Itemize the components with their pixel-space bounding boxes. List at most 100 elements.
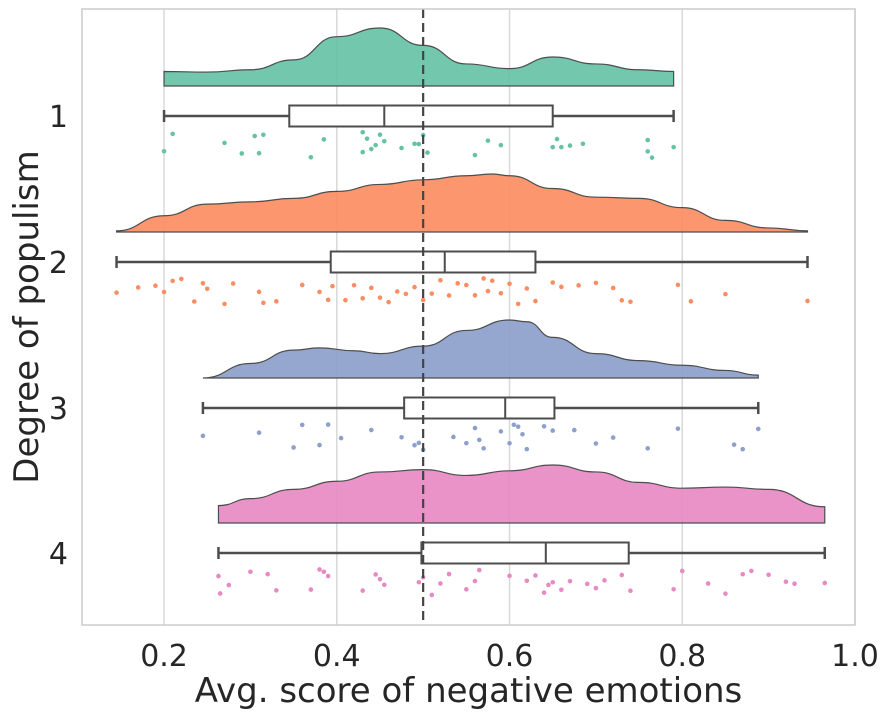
box-plots [115, 104, 827, 565]
y-axis-label: Degree of populism [7, 150, 47, 483]
density-cloud-4 [217, 464, 826, 524]
data-point [619, 298, 625, 303]
y-tick-label: 4 [49, 537, 68, 572]
data-point [472, 293, 478, 298]
data-point [200, 280, 206, 286]
data-point [593, 441, 599, 446]
data-point [429, 291, 435, 296]
data-point [619, 572, 625, 578]
data-point [498, 142, 504, 148]
data-point [330, 283, 335, 289]
data-point [520, 431, 525, 437]
data-point [550, 428, 556, 433]
data-point [649, 155, 655, 160]
data-point [559, 284, 564, 290]
data-point [170, 278, 175, 284]
plot-frame [81, 8, 856, 626]
data-point [230, 281, 236, 286]
box-iqr-1 [288, 104, 554, 128]
data-point [360, 588, 365, 593]
data-point [239, 151, 245, 156]
data-point [476, 567, 482, 573]
data-point [429, 592, 435, 598]
data-point [559, 587, 564, 593]
data-point [472, 578, 478, 584]
data-point [464, 282, 469, 288]
data-point [533, 573, 538, 578]
data-point [455, 281, 461, 286]
data-point [705, 581, 711, 586]
data-point [572, 427, 577, 433]
data-point [489, 278, 495, 284]
data-point [740, 446, 746, 452]
data-point [399, 145, 404, 151]
data-point [325, 422, 331, 427]
data-point [321, 569, 327, 575]
data-point [274, 588, 279, 593]
data-point [222, 301, 227, 307]
data-point [317, 567, 322, 572]
data-point [369, 146, 374, 152]
data-point [645, 137, 651, 143]
data-point [822, 580, 828, 586]
data-point [200, 433, 206, 439]
data-point [179, 276, 184, 282]
tick-labels: 0.2 0.4 0.6 0.8 1.0 1 2 3 4 [49, 100, 879, 674]
data-point [485, 138, 491, 143]
data-point [688, 299, 694, 304]
data-point [170, 131, 175, 137]
data-point [515, 301, 521, 307]
data-point [381, 138, 387, 144]
data-point [472, 152, 478, 158]
data-point [373, 572, 378, 577]
data-point [481, 276, 486, 281]
data-point [451, 434, 456, 440]
data-point [723, 591, 728, 596]
data-point [766, 572, 771, 578]
data-point [533, 298, 538, 304]
data-point [325, 573, 331, 579]
data-point [360, 296, 365, 301]
data-point [265, 571, 270, 577]
data-point [412, 284, 417, 290]
data-point [593, 585, 599, 591]
x-tick-label: 0.8 [658, 639, 706, 674]
data-point [679, 568, 685, 574]
data-point [204, 286, 210, 292]
density-cloud-3 [202, 319, 759, 379]
data-point [394, 289, 400, 294]
data-point [360, 149, 365, 155]
data-point [369, 427, 374, 433]
data-point [498, 429, 504, 434]
data-point [628, 588, 633, 594]
data-point [308, 587, 314, 592]
data-point [507, 573, 512, 579]
data-point [740, 571, 746, 577]
data-point [723, 291, 728, 297]
data-point [299, 422, 305, 428]
data-point [261, 132, 266, 138]
data-point [216, 573, 221, 579]
data-point [476, 437, 482, 443]
data-point [412, 141, 417, 147]
data-point [317, 442, 322, 448]
data-point [191, 299, 197, 304]
data-point [628, 299, 633, 305]
data-point [498, 290, 504, 296]
data-point [343, 297, 348, 303]
box-iqr-3 [403, 396, 556, 420]
data-point [369, 285, 374, 291]
x-tick-label: 1.0 [831, 639, 879, 674]
data-point [610, 285, 616, 291]
data-point [222, 140, 227, 146]
data-point [377, 132, 383, 138]
data-point [256, 289, 262, 295]
data-point [416, 141, 422, 147]
data-point [610, 435, 616, 440]
data-point [559, 144, 564, 150]
data-point [507, 440, 512, 446]
data-point [524, 286, 530, 291]
data-point [783, 579, 789, 585]
data-point [671, 144, 676, 150]
